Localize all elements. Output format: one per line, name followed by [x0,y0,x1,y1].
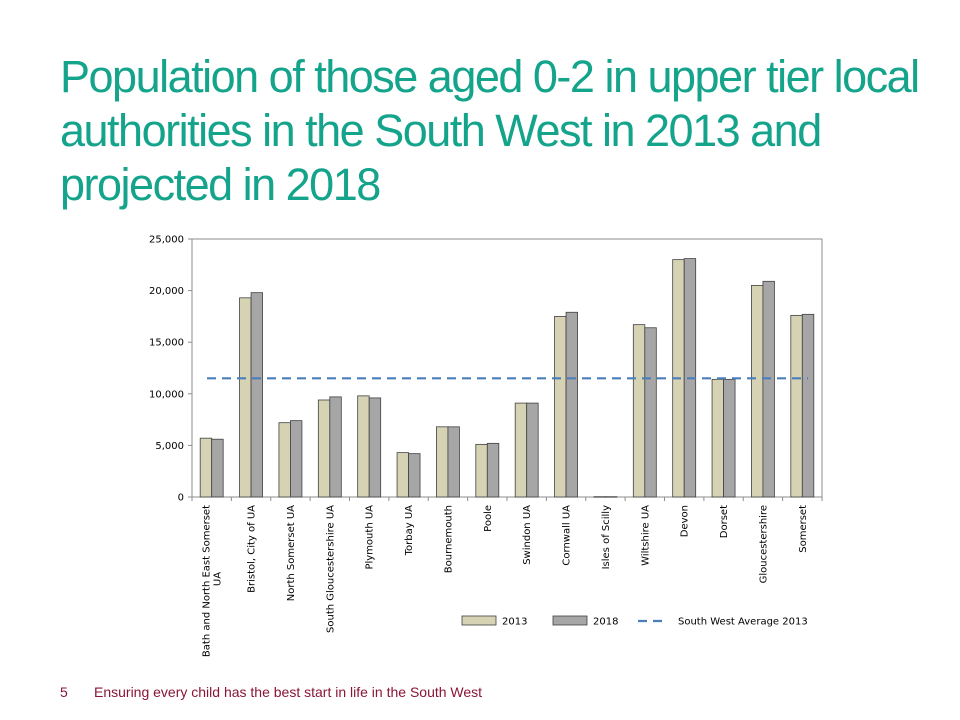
x-category-label-line: Wiltshire UA [640,505,651,566]
bar-2013-9 [554,315,567,498]
bar-2018-15 [801,313,815,498]
x-category-label: Bath and North East Somerset UA [202,505,224,657]
x-category-label-line: Poole [483,505,494,532]
bar-2013-6 [436,426,449,498]
y-tick-label: 15,000 [149,338,184,349]
bar-2018-0 [211,438,224,498]
y-tick-label: 5,000 [155,441,184,452]
bar-chart: 0 5,000 10,000 15,000 20,000 25,000 Bath and … [149,235,823,657]
x-category-label: North Somerset UA [286,505,297,601]
bar-2018-2 [290,420,303,498]
x-category-label-line: Isles of Scilly [601,505,612,569]
x-category-label: Bournemouth [443,505,454,573]
x-category-label-line: Gloucestershire [758,505,769,583]
x-category-label-line: Swindon UA [522,505,533,565]
bar-2013-15 [790,314,803,498]
bar-2013-5 [396,452,409,498]
bar-2018-1 [250,292,263,498]
legend-item-0: 2013 [461,615,527,628]
x-category-label-line: North Somerset UA [286,505,297,601]
bar-2013-2 [278,422,291,498]
y-tick-label: 10,000 [149,389,184,400]
legend-item-1: 2018 [552,615,618,628]
bar-2013-11 [632,324,646,498]
bar-2018-7 [486,442,500,498]
y-tick-label: 0 [178,493,184,504]
x-category-label: Gloucestershire [758,505,769,583]
bar-2013-10 [593,496,606,498]
legend-label: South West Average 2013 [678,617,808,628]
x-category-label-line: Dorset [719,505,730,538]
bar-2013-14 [751,285,764,498]
slide-title-text: Population of those aged 0-2 in upper ti… [60,51,920,210]
x-category-label-line: Devon [680,505,691,537]
bar-2013-3 [317,399,331,498]
bar-2018-14 [762,280,775,498]
bar-2018-9 [565,311,578,498]
bar-2013-13 [711,378,724,498]
x-category-label: Plymouth UA [365,505,376,570]
x-category-label-line: Somerset [798,505,809,553]
legend-label: 2013 [502,617,527,628]
bar-2018-4 [368,397,382,498]
x-category-label-line: Cornwall UA [562,505,573,566]
legend-label: 2018 [593,617,618,628]
footer-text: Ensuring every child has the best start … [94,684,483,700]
legend-item-2: South West Average 2013 [638,617,808,628]
x-category-label-line: UA [213,572,224,586]
legend-swatch [552,615,588,626]
x-category-label: Torbay UA [404,505,415,557]
bar-2013-1 [239,297,252,498]
x-category-label: Bristol, City of UA [247,505,258,593]
bar-2013-8 [514,402,528,498]
bar-2018-10 [605,496,618,498]
x-category-label-line: Bournemouth [443,505,454,573]
x-category-label: Devon [680,505,691,537]
bar-2018-13 [723,378,736,498]
page-number: 5 [60,684,68,700]
x-category-label: Wiltshire UA [640,505,651,566]
bar-2013-0 [199,437,213,498]
y-tick-label: 20,000 [149,286,184,297]
y-tick-label: 25,000 [149,235,184,246]
x-category-label: Dorset [719,505,730,538]
x-category-label: Isles of Scilly [601,505,612,569]
bar-2018-6 [447,426,460,498]
bar-2013-4 [357,395,370,498]
x-category-label: Cornwall UA [562,505,573,566]
x-category-label: Swindon UA [522,505,533,565]
x-category-label: South Gloucestershire UA [325,505,336,633]
bar-2013-7 [475,443,488,498]
x-category-label-line: Torbay UA [404,505,415,557]
bar-2018-3 [329,396,342,498]
x-category-label-line: Plymouth UA [365,505,376,570]
x-category-label: Somerset [798,505,809,553]
x-category-label-line: South Gloucestershire UA [325,505,336,633]
x-category-label-line: Bristol, City of UA [247,505,258,593]
x-category-label: Poole [483,505,494,532]
bar-2018-11 [644,327,657,498]
bar-2018-5 [408,453,421,498]
legend-swatch [461,615,497,626]
x-category-label-line: Bath and North East Somerset [202,505,213,657]
bar-2018-8 [526,402,539,498]
